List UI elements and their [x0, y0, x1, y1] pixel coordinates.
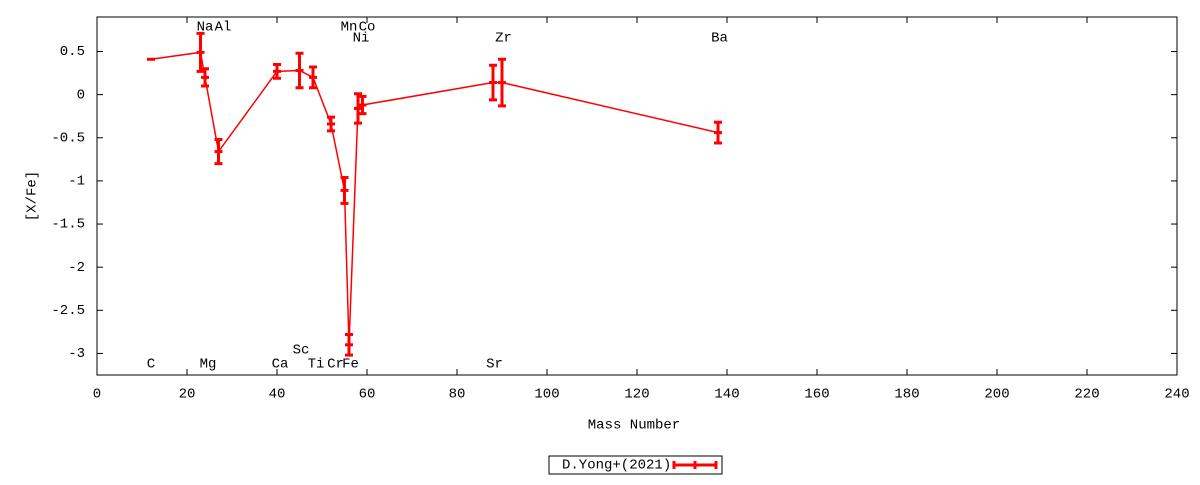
element-label: Zr — [495, 31, 512, 47]
error-bar — [358, 94, 367, 116]
error-bar — [196, 31, 205, 73]
element-label: Sr — [486, 357, 503, 373]
x-tick-label: 40 — [269, 387, 286, 403]
x-tick-label: 20 — [179, 387, 196, 403]
error-bar — [498, 57, 506, 108]
element-label: Mg — [200, 357, 217, 373]
element-label: Ca — [272, 357, 289, 373]
x-tick-label: 0 — [93, 387, 101, 403]
error-bar — [345, 332, 353, 357]
x-tick-label: 160 — [804, 387, 829, 403]
error-bar — [354, 92, 362, 125]
x-tick-label: 120 — [624, 387, 649, 403]
element-label: Ba — [711, 31, 728, 47]
x-tick-label: 60 — [359, 387, 376, 403]
element-label: Mn — [341, 20, 358, 36]
x-tick-label: 100 — [534, 387, 559, 403]
x-tick-label: 200 — [984, 387, 1009, 403]
element-label: Al — [215, 20, 232, 36]
error-bar — [273, 62, 281, 80]
y-tick-label: 0 — [77, 87, 85, 103]
x-tick-label: 240 — [1164, 387, 1189, 403]
legend-box — [548, 455, 723, 475]
error-bar — [714, 120, 722, 145]
legend-swatch — [672, 461, 718, 469]
y-tick-label: -2 — [68, 260, 85, 276]
element-label: Ti — [308, 357, 325, 373]
element-label: C — [147, 357, 155, 373]
plot-frame — [96, 16, 1178, 376]
error-bar — [214, 137, 223, 166]
y-tick-label: 0.5 — [60, 44, 85, 60]
y-tick-label: -1.5 — [51, 217, 85, 233]
y-tick-label: -3 — [68, 346, 85, 362]
x-tick-label: 80 — [449, 387, 466, 403]
y-tick-label: -0.5 — [51, 130, 85, 146]
x-tick-label: 220 — [1074, 387, 1099, 403]
error-bar — [489, 63, 497, 102]
error-bar — [327, 115, 335, 133]
legend-label: D.Yong+(2021) — [562, 458, 671, 474]
y-axis-label: [X/Fe] — [25, 171, 41, 221]
error-bar — [295, 51, 304, 90]
error-bar — [340, 175, 349, 205]
y-tick-label: -2.5 — [51, 303, 85, 319]
element-label: Ni — [353, 31, 370, 47]
element-label: Na — [197, 20, 214, 36]
element-label: Fe — [342, 357, 359, 373]
element-label: Co — [359, 20, 376, 36]
x-tick-label: 180 — [894, 387, 919, 403]
element-label: Cr — [327, 357, 344, 373]
element-label: Sc — [293, 343, 310, 359]
y-tick-label: -1 — [68, 174, 85, 190]
error-bar — [309, 65, 317, 90]
x-tick-label: 140 — [714, 387, 739, 403]
series-line — [150, 51, 719, 345]
x-axis-label: Mass Number — [588, 418, 680, 434]
error-bar — [201, 67, 209, 88]
